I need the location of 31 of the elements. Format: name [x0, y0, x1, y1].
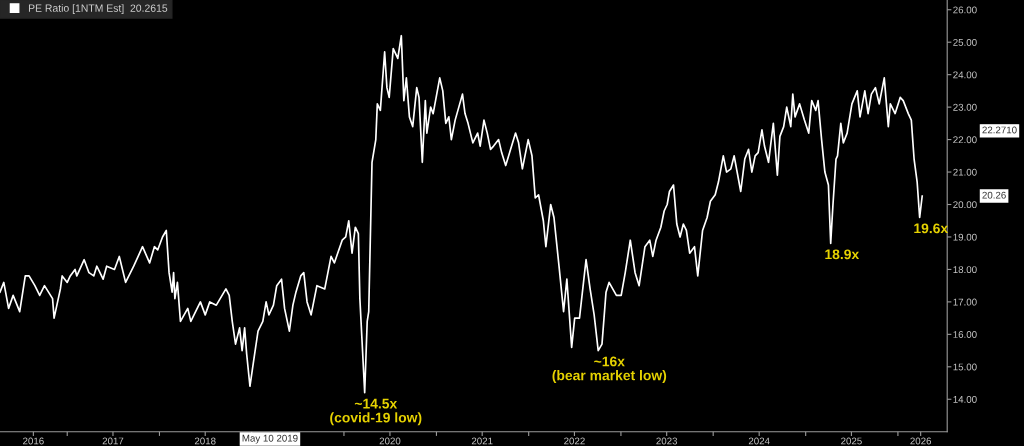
legend-label: PE Ratio [1NTM Est] 20.2615 — [28, 4, 168, 14]
y-tick-label: 15.00 — [953, 363, 977, 371]
y-tick-label: 20.00 — [953, 201, 977, 209]
y-tick-label: 22.00 — [953, 136, 977, 144]
y-tick-label: 16.00 — [953, 331, 977, 338]
x-tick-label: 2017 — [102, 437, 124, 445]
annotation: ~16x (bear market low) — [552, 356, 667, 384]
annotation: ~14.5x (covid-19 low) — [330, 398, 422, 426]
x-tick-label: 2018 — [194, 437, 216, 445]
x-tick-label: 2023 — [656, 437, 678, 445]
x-tick-label: 2024 — [748, 437, 770, 445]
x-tick-label: 2026 — [910, 437, 932, 445]
x-tick-label: 2016 — [23, 437, 44, 445]
x-tick-label: 2020 — [379, 437, 401, 445]
y-tick-label: 18.00 — [953, 266, 977, 274]
y-tick-label: 25.00 — [953, 38, 977, 46]
text: 20.26 — [982, 191, 1006, 199]
annotation: 19.6x — [914, 223, 949, 234]
y-tick-label: 21.00 — [953, 168, 977, 176]
y-tick-label: 26.00 — [953, 6, 977, 14]
y-tick-label: 23.00 — [953, 103, 977, 111]
x-tick-label: 2022 — [564, 437, 585, 445]
text: May 10 2019 — [242, 434, 298, 444]
x-tick-label: 2025 — [841, 437, 862, 445]
annotation: 18.9x — [825, 249, 860, 260]
x-tick-label: 2021 — [471, 437, 493, 445]
y-tick-label: 17.00 — [953, 298, 977, 306]
y-tick-label: 19.00 — [953, 233, 977, 241]
text: 22.2710 — [982, 126, 1017, 134]
y-tick-label: 24.00 — [953, 71, 977, 79]
y-tick-label: 14.00 — [953, 396, 977, 403]
